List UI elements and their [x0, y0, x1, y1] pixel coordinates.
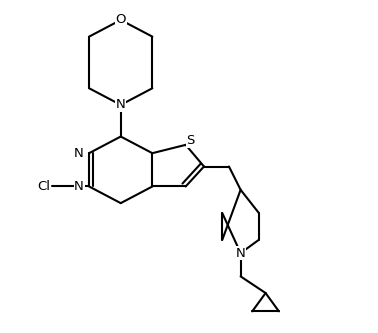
Text: Cl: Cl: [38, 180, 51, 193]
Text: N: N: [74, 180, 84, 193]
Text: O: O: [116, 13, 126, 27]
Text: N: N: [236, 246, 245, 260]
Text: N: N: [74, 147, 84, 160]
Text: S: S: [186, 134, 195, 147]
Text: N: N: [116, 98, 125, 112]
